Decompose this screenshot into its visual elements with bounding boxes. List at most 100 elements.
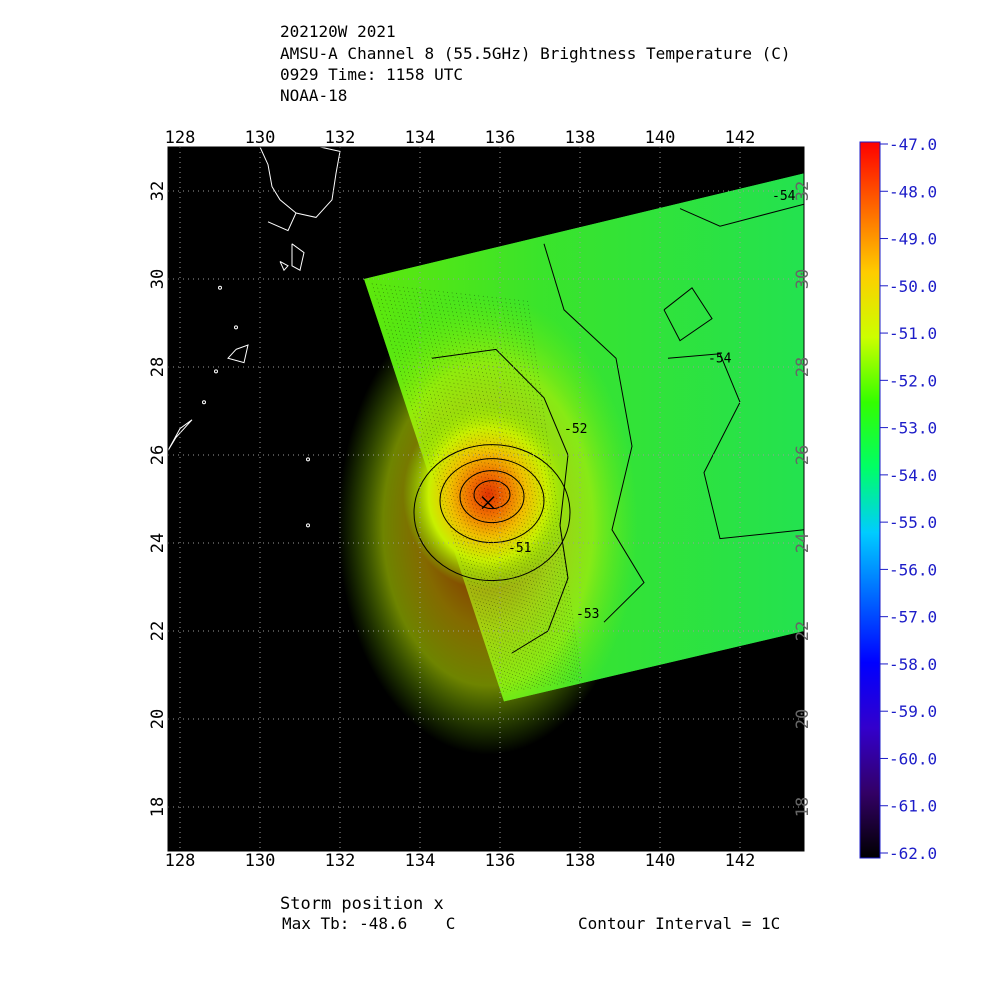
swath-group xyxy=(338,173,804,755)
colorbar-ticks: -47.0 -48.0 -49.0 -50.0 -51.0 -52.0 -53.0 -54.0… xyxy=(880,135,937,863)
warm-core xyxy=(403,399,573,590)
contour-minus-54-east xyxy=(667,353,804,540)
stipple-line xyxy=(411,287,525,690)
y-tick-label-right: 32 xyxy=(793,181,813,201)
contour-label: -52 xyxy=(564,422,587,437)
y-tick-label-left: 24 xyxy=(148,533,168,553)
x-tick-label-bottom: 128 xyxy=(165,851,196,871)
x-tick-label-bottom: 132 xyxy=(325,851,356,871)
stipple-line xyxy=(465,293,551,686)
y-tick-label-right: 28 xyxy=(793,357,813,377)
x-tick-label-bottom: 140 xyxy=(645,851,676,871)
y-tick-label-right: 26 xyxy=(793,445,813,465)
contour-minus-53 xyxy=(543,243,645,623)
contour-closed-cell xyxy=(663,287,713,342)
x-tick-label-top: 134 xyxy=(405,128,436,148)
contour-label: -51 xyxy=(508,541,531,556)
storm-position-label: Storm position x xyxy=(280,894,444,914)
colorbar-tick-label: -62.0 xyxy=(889,844,937,863)
coast-islet xyxy=(202,400,206,405)
contours xyxy=(413,203,804,654)
colorbar-tick-label: -54.0 xyxy=(889,466,937,485)
x-tick-label-bottom: 138 xyxy=(565,851,596,871)
coast-yakushima xyxy=(279,260,289,272)
y-tick-label-left: 18 xyxy=(148,797,168,817)
x-tick-label-top: 128 xyxy=(165,128,196,148)
stipple-line xyxy=(496,297,567,684)
contour-ring-3 xyxy=(439,458,545,544)
stipple-line xyxy=(456,292,547,687)
contour-minus-52 xyxy=(431,348,569,654)
map-layer: -54 -54 -52 -51 -53 xyxy=(168,147,804,851)
max-tb-label: Max Tb: -48.6 C xyxy=(282,914,456,933)
colorbar-tick-label: -58.0 xyxy=(889,655,937,674)
lat-lon-grid xyxy=(168,147,804,851)
title-satellite: NOAA-18 xyxy=(280,86,348,105)
title-product: AMSU-A Channel 8 (55.5GHz) Brightness Te… xyxy=(280,44,791,63)
coast-satsuma xyxy=(259,147,297,232)
stipple-line xyxy=(433,290,536,689)
y-tick-label-left: 30 xyxy=(148,269,168,289)
contour-ring-1 xyxy=(473,480,511,510)
stipple-line xyxy=(491,296,565,684)
stipple-line xyxy=(487,296,563,684)
colorbar-tick-label: -55.0 xyxy=(889,513,937,532)
x-tick-label-bottom: 134 xyxy=(405,851,436,871)
stipple-line xyxy=(518,299,578,682)
stipple-line xyxy=(385,284,511,692)
stipple-line xyxy=(407,287,523,691)
stipple-line xyxy=(509,298,574,683)
colorbar-tick-label: -53.0 xyxy=(889,419,937,438)
x-tick-label-top: 138 xyxy=(565,128,596,148)
coast-islet xyxy=(214,369,218,374)
y-axis-left: 18 20 22 24 26 28 30 32 xyxy=(148,181,168,817)
coast-islet xyxy=(234,325,238,330)
coast-okinawa xyxy=(168,419,193,451)
x-tick-label-top: 140 xyxy=(645,128,676,148)
x-tick-label-top: 132 xyxy=(325,128,356,148)
colorbar-tick-label: -48.0 xyxy=(889,182,937,201)
contour-label: -54 xyxy=(708,352,732,367)
y-tick-label-left: 20 xyxy=(148,709,168,729)
y-tick-label-right: 22 xyxy=(793,621,813,641)
y-tick-label-right: 30 xyxy=(793,269,813,289)
x-axis-bottom: 128 130 132 134 136 138 140 142 xyxy=(165,851,756,871)
colorbar-tick-label: -56.0 xyxy=(889,560,937,579)
x-tick-label-top: 142 xyxy=(725,128,756,148)
stipple-line xyxy=(438,290,538,688)
storm-position-group xyxy=(481,496,495,510)
stipple-line xyxy=(513,299,576,682)
storm-marker-stroke-b xyxy=(481,496,495,510)
y-tick-label-left: 28 xyxy=(148,357,168,377)
stipple-line xyxy=(522,300,580,682)
title-storm-id: 202120W 2021 xyxy=(280,22,396,41)
contour-ring-4 xyxy=(413,444,571,582)
coast-islet xyxy=(218,285,222,290)
colorbar-tick-label: -50.0 xyxy=(889,277,937,296)
x-tick-label-bottom: 130 xyxy=(245,851,276,871)
coast-islet xyxy=(306,523,310,528)
colorbar-tick-label: -57.0 xyxy=(889,608,937,627)
colorbar-tick-label: -49.0 xyxy=(889,230,937,249)
x-tick-label-bottom: 142 xyxy=(725,851,756,871)
y-tick-label-right: 18 xyxy=(793,797,813,817)
title-time: 0929 Time: 1158 UTC xyxy=(280,65,464,84)
contour-label: -54 xyxy=(772,189,796,204)
contour-label: -53 xyxy=(576,607,599,622)
coast-tanegashima xyxy=(291,243,305,271)
x-tick-label-bottom: 136 xyxy=(485,851,516,871)
stipple-line xyxy=(425,289,531,689)
y-tick-label-left: 32 xyxy=(148,181,168,201)
y-axis-right: 18 20 22 24 26 28 30 32 xyxy=(793,181,813,817)
coastline xyxy=(168,147,341,528)
colorbar-tick-label: -51.0 xyxy=(889,324,937,343)
coast-amami xyxy=(227,344,249,364)
y-tick-label-right: 24 xyxy=(793,533,813,553)
stipple-line xyxy=(389,285,514,692)
stipple-line xyxy=(393,285,516,692)
contour-labels: -54 -54 -52 -51 -53 xyxy=(508,189,796,622)
contour-ring-2 xyxy=(459,470,525,524)
y-tick-label-right: 20 xyxy=(793,709,813,729)
contour-minus-54-north xyxy=(679,203,804,227)
